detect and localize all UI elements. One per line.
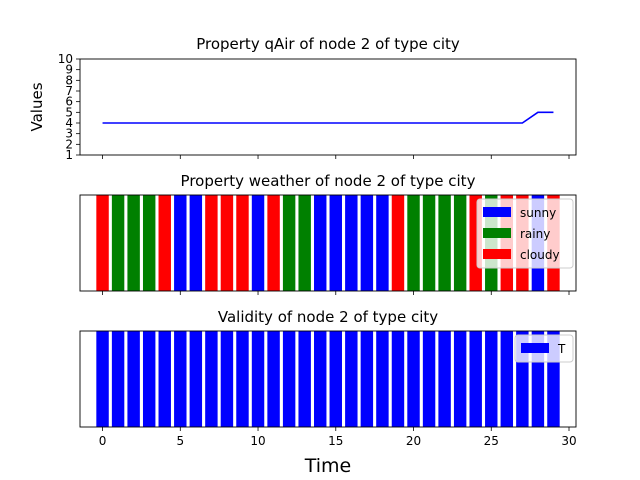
validity-bar [329,331,342,427]
validity-bar [422,331,436,427]
weather-bar [314,195,327,291]
qair-ytick-label: 2 [65,137,73,151]
weather-bar [298,195,311,291]
weather-legend-swatch [483,207,511,217]
validity-bar [127,331,140,427]
validity-xtick-label: 15 [328,434,343,448]
weather-bar [251,195,265,291]
weather-bar [267,195,280,291]
validity-xtick-label: 5 [176,434,184,448]
qair-ytick-label: 6 [65,95,73,109]
validity-bar [189,331,203,427]
validity-bar [345,331,358,427]
weather-legend-label: sunny [520,206,556,220]
validity-bar [158,331,171,427]
qair-ytick-label: 1 [65,148,73,162]
validity-panel: Validity of node 2 of type city 0 5 10 15 20… [79,308,577,477]
validity-xtick-label: 10 [250,434,265,448]
validity-bar [96,331,109,427]
qair-ytick-label: 8 [65,73,73,87]
validity-xtick-label: 30 [561,434,576,448]
validity-bar [485,331,498,427]
validity-bar [376,331,389,427]
validity-xtick-label: 0 [99,434,107,448]
validity-bar [251,331,265,427]
validity-bar [220,331,234,427]
qair-ytick-label: 3 [65,127,73,141]
weather-bar [360,195,374,291]
validity-bar [314,331,327,427]
validity-bar [438,331,451,427]
weather-bar [220,195,234,291]
validity-legend-label: T [557,342,566,356]
validity-bar [391,331,405,427]
validity-bar [500,331,514,427]
weather-bar [174,195,187,291]
validity-plot-frame [79,330,577,428]
weather-legend: sunny rainy cloudy [476,198,574,269]
weather-bar [236,195,249,291]
validity-bar [298,331,311,427]
weather-bar [282,195,296,291]
x-axis-label: Time [304,455,352,477]
weather-bar [111,195,125,291]
qair-ylabel: Values [28,82,46,131]
weather-bar [391,195,405,291]
validity-bar [236,331,249,427]
weather-bar [438,195,451,291]
weather-legend-label: cloudy [520,248,560,262]
validity-bar [407,331,420,427]
validity-bar [174,331,187,427]
qair-ytick-label: 7 [65,84,73,98]
weather-bar [453,195,467,291]
validity-bar [282,331,296,427]
weather-title: Property weather of node 2 of type city [181,172,476,190]
validity-legend-swatch [521,343,549,353]
validity-bar [142,331,156,427]
weather-bar [127,195,140,291]
qair-plot-frame [79,58,577,156]
weather-bar [142,195,156,291]
weather-legend-swatch [483,249,511,259]
validity-bar [111,331,125,427]
weather-bar [158,195,171,291]
qair-ytick-label: 5 [65,105,73,119]
qair-ytick-label: 4 [65,116,73,130]
weather-marks [96,195,570,295]
weather-bar [205,195,218,291]
validity-bar [267,331,280,427]
weather-bar [345,195,358,291]
weather-bar [376,195,389,291]
validity-bar [469,331,482,427]
qair-ytick-label: 10 [58,52,73,66]
qair-panel: Property qAir of node 2 of type city Val… [28,35,577,162]
validity-bar [453,331,467,427]
weather-panel: Property weather of node 2 of type city … [79,172,577,295]
weather-bar [189,195,203,291]
weather-plot-frame [79,194,577,292]
validity-legend: T [514,334,574,363]
validity-marks: 0 5 10 15 20 25 30 [96,331,577,448]
validity-bar [205,331,218,427]
validity-xtick-label: 20 [406,434,421,448]
qair-series-line [102,111,554,124]
weather-legend-label: rainy [520,227,550,241]
validity-xtick-label: 25 [484,434,499,448]
validity-bar [360,331,374,427]
validity-title: Validity of node 2 of type city [218,308,438,326]
weather-bar [96,195,109,291]
qair-title: Property qAir of node 2 of type city [196,35,460,53]
weather-bar [422,195,436,291]
weather-bar [329,195,342,291]
weather-legend-swatch [483,228,511,238]
weather-bar [407,195,420,291]
qair-ytick-label: 9 [65,63,73,77]
